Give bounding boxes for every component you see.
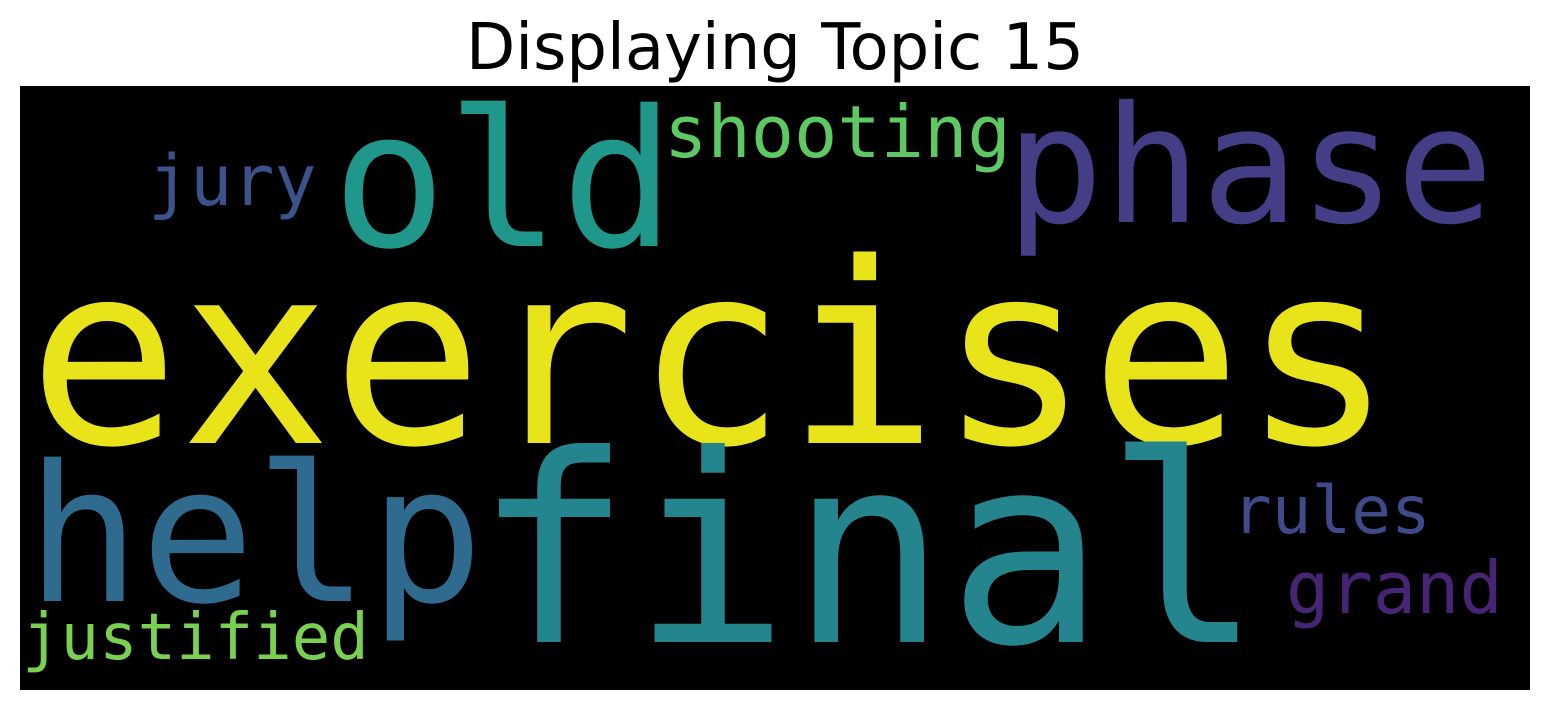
word-final: final (474, 399, 1263, 690)
word-cloud: exercises help final old phase shooting … (20, 86, 1530, 690)
word-justified: justified (22, 601, 369, 675)
figure-title: Displaying Topic 15 (466, 11, 1084, 85)
word-old: old (332, 86, 676, 291)
word-phase: phase (1006, 86, 1494, 261)
word-jury: jury (148, 140, 317, 222)
word-help: help (26, 425, 484, 646)
word-exercises: exercises (28, 210, 1394, 503)
word-grand: grand (1286, 546, 1503, 630)
word-rules: rules (1232, 472, 1431, 549)
word-shooting: shooting (664, 90, 1011, 174)
